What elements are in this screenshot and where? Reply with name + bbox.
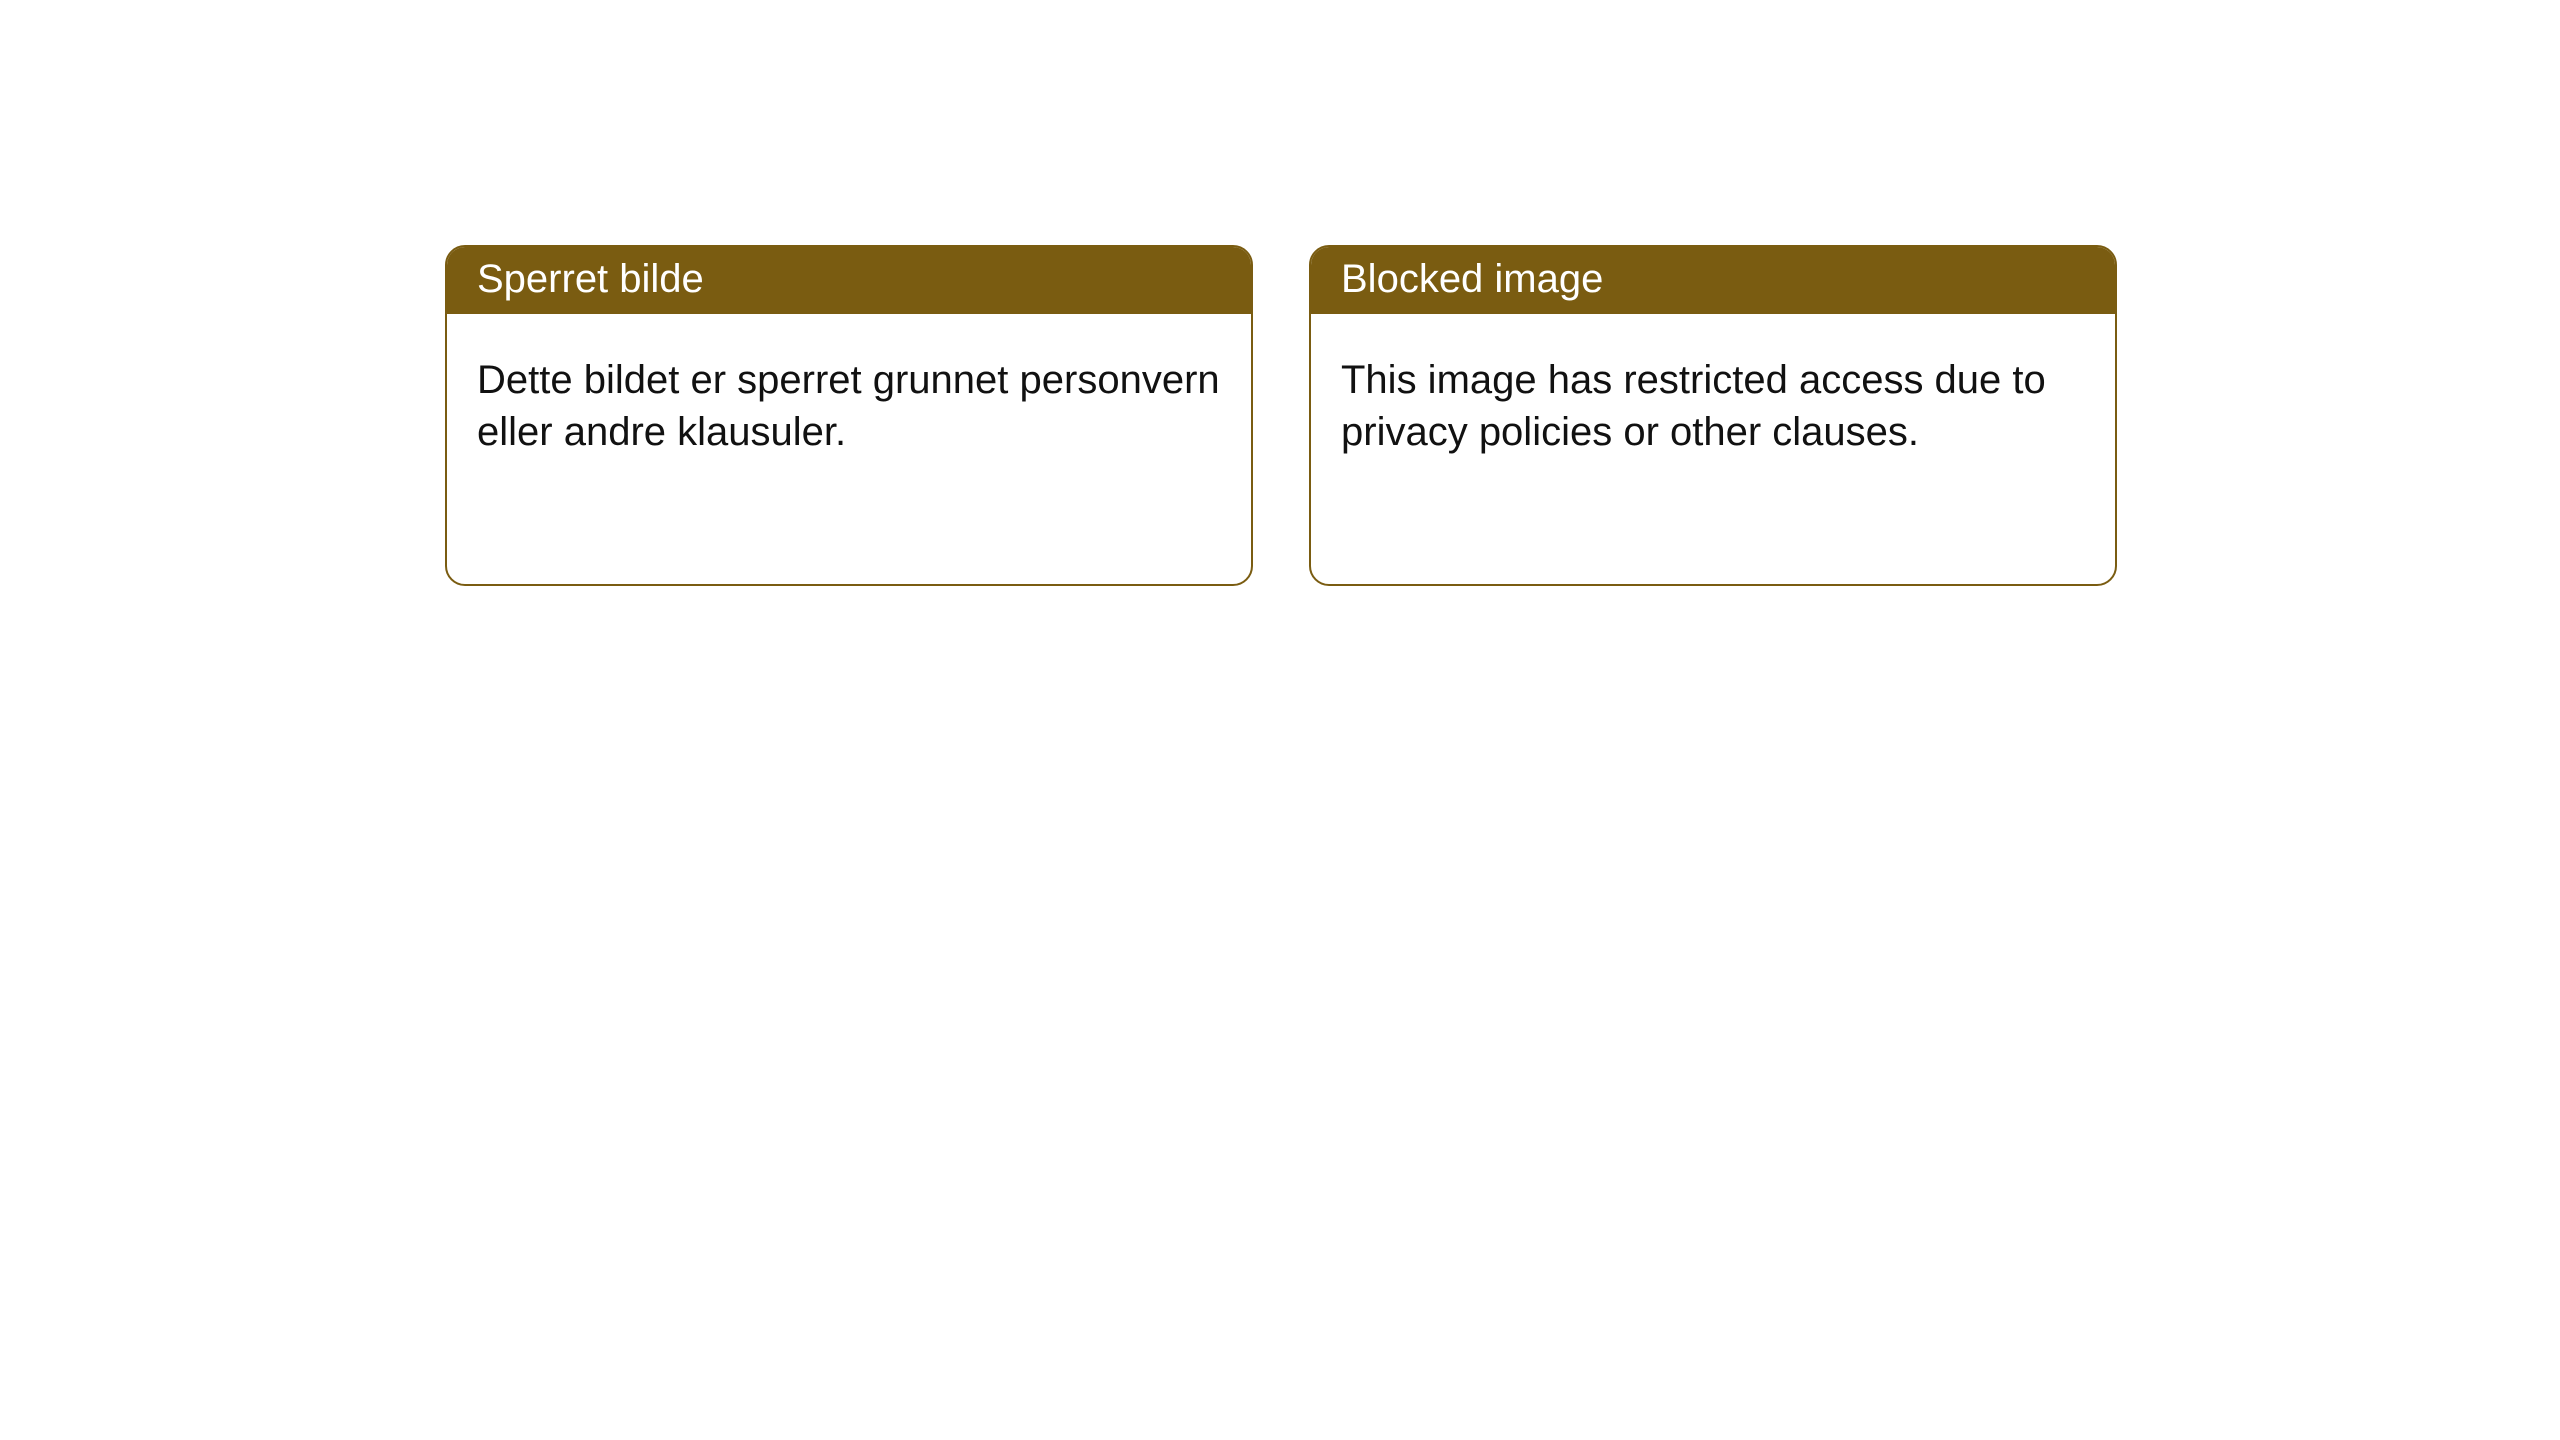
notice-cards-row: Sperret bilde Dette bildet er sperret gr… bbox=[445, 245, 2117, 586]
notice-card-norwegian: Sperret bilde Dette bildet er sperret gr… bbox=[445, 245, 1253, 586]
notice-card-body: This image has restricted access due to … bbox=[1311, 314, 2115, 499]
notice-card-title: Blocked image bbox=[1311, 247, 2115, 314]
notice-card-title: Sperret bilde bbox=[447, 247, 1251, 314]
notice-card-body: Dette bildet er sperret grunnet personve… bbox=[447, 314, 1251, 499]
notice-card-english: Blocked image This image has restricted … bbox=[1309, 245, 2117, 586]
